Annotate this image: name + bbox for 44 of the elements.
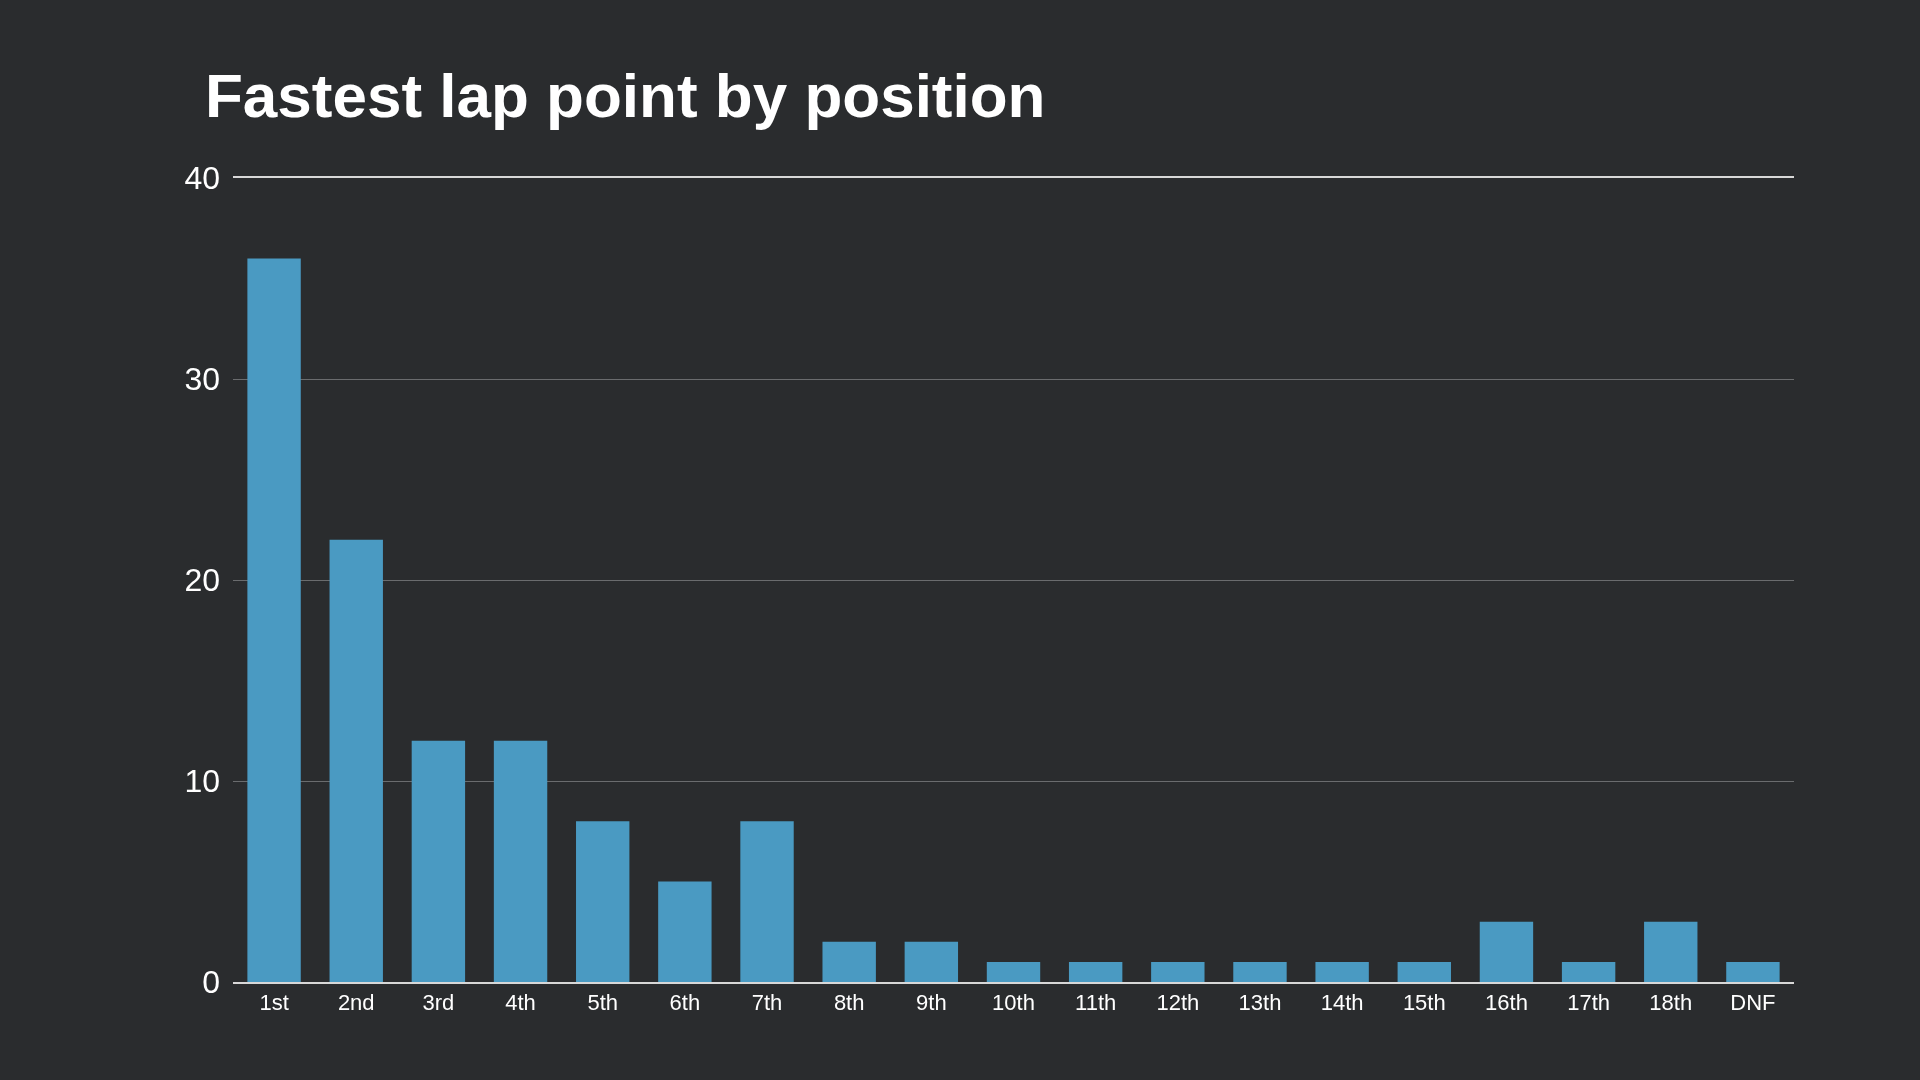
- y-tick-label: 10: [184, 763, 220, 800]
- y-tick-label: 0: [202, 964, 220, 1001]
- x-tick-label: 11th: [1075, 990, 1117, 1016]
- bar: [247, 258, 301, 982]
- x-tick-label: 16th: [1485, 990, 1528, 1016]
- x-tick-label: 7th: [751, 990, 783, 1016]
- y-tick-label: 20: [184, 562, 220, 599]
- bar: [411, 740, 466, 982]
- bar: [740, 821, 794, 982]
- bar: [822, 941, 876, 982]
- x-tick-label: 9th: [916, 990, 947, 1016]
- x-tick-label: 13th: [1238, 990, 1282, 1016]
- bar: [1068, 961, 1123, 982]
- bar: [493, 740, 548, 982]
- x-tick-label: 6th: [669, 990, 701, 1016]
- x-tick-label: 10th: [992, 990, 1035, 1016]
- bar: [986, 961, 1041, 982]
- bar: [576, 821, 630, 982]
- x-tick-label: 4th: [505, 990, 536, 1016]
- x-tick-label: 17th: [1567, 990, 1611, 1016]
- x-tick-label: 14th: [1320, 990, 1364, 1016]
- y-tick-label: 30: [184, 361, 220, 398]
- bar: [1644, 921, 1698, 982]
- x-tick-label: 1st: [259, 990, 289, 1016]
- chart-title: Fastest lap point by position: [205, 60, 1046, 130]
- x-tick-label: 8th: [833, 990, 865, 1016]
- bar: [1726, 961, 1780, 982]
- bar: [1233, 961, 1287, 982]
- bar: [1151, 961, 1205, 982]
- x-tick-label: 2nd: [337, 990, 375, 1016]
- bar: [904, 941, 959, 982]
- x-tick-label: 3rd: [422, 990, 455, 1016]
- bar: [658, 881, 712, 982]
- x-tick-label: 18th: [1649, 990, 1693, 1016]
- bar: [1397, 961, 1451, 982]
- x-tick-label: DNF: [1730, 990, 1776, 1016]
- x-tick-label: 12th: [1156, 990, 1200, 1016]
- bar: [329, 539, 383, 982]
- y-tick-label: 40: [184, 160, 220, 197]
- bar: [1479, 921, 1534, 982]
- x-tick-label: 5th: [587, 990, 619, 1016]
- bar: [1315, 961, 1369, 982]
- bar: [1561, 961, 1616, 982]
- x-tick-label: 15th: [1402, 990, 1446, 1016]
